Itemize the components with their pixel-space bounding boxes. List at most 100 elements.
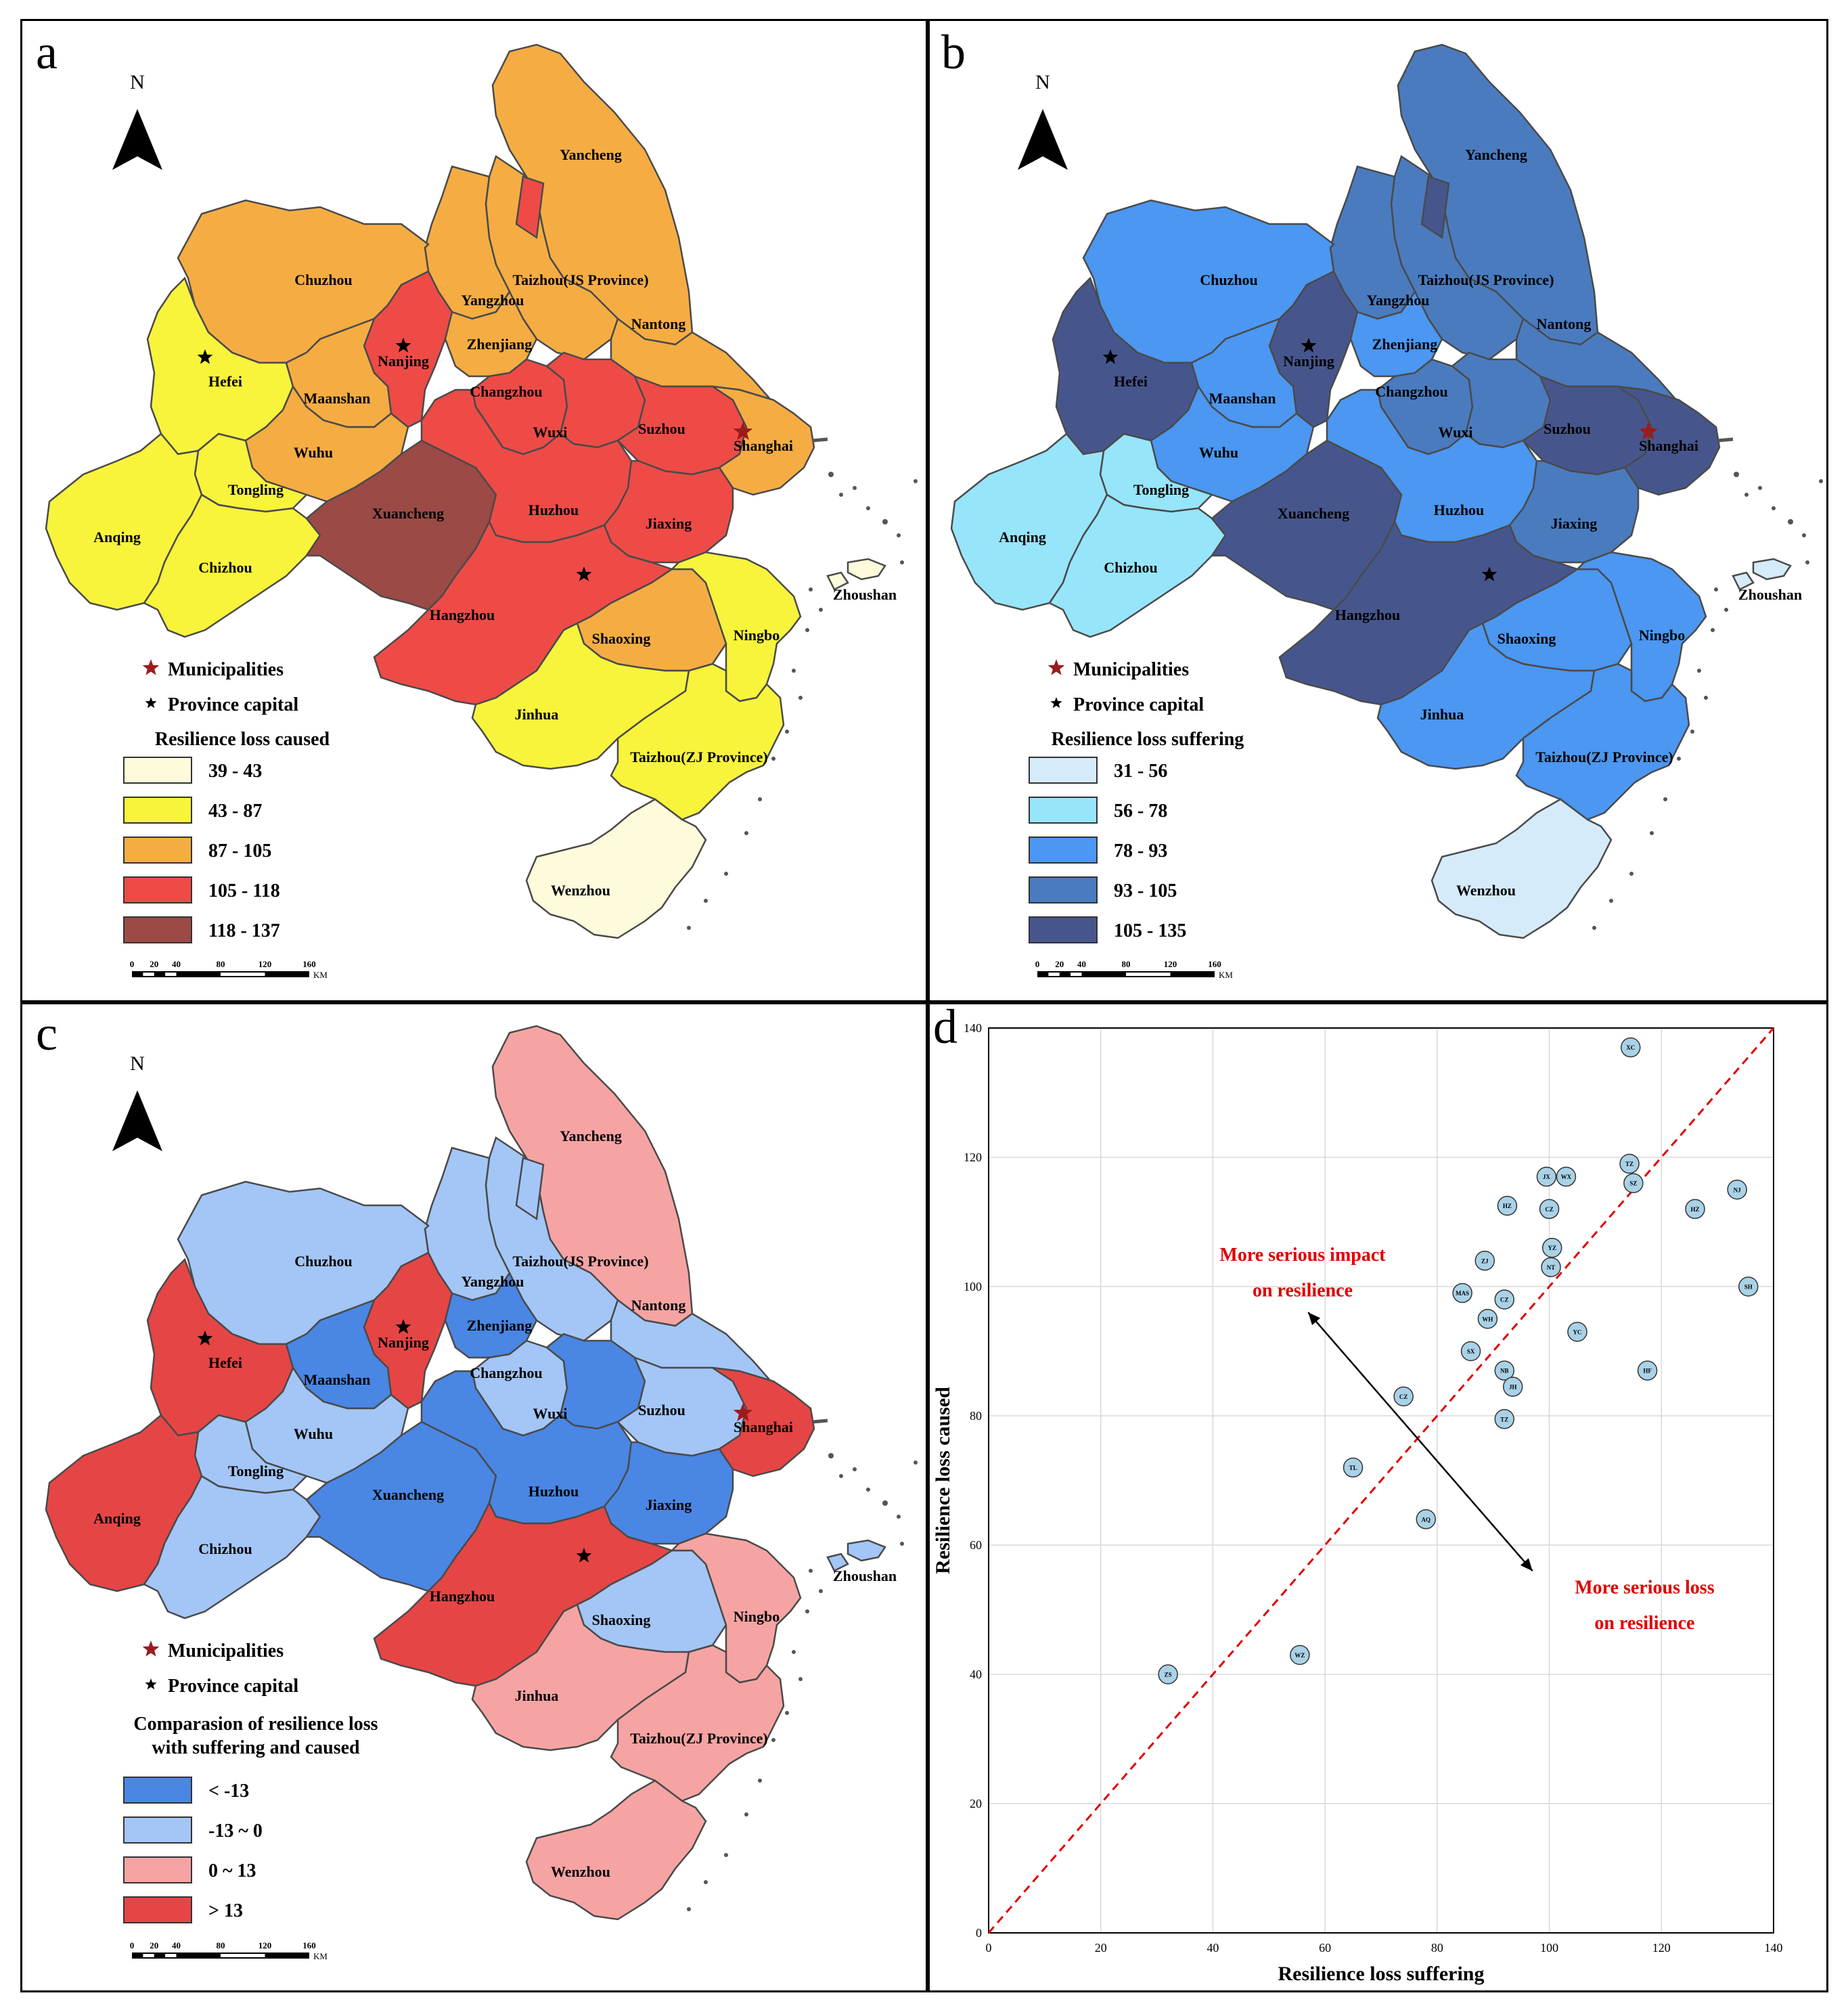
scatter-point: HZ: [1685, 1199, 1705, 1220]
annotation-loss-line1: More serious loss: [1575, 1578, 1714, 1599]
coastal-islands: [1592, 472, 1823, 930]
region-label: Jinhua: [515, 1687, 559, 1704]
scale-bar-tick: 40: [172, 959, 181, 969]
scatter-point-label: XC: [1626, 1044, 1635, 1051]
scatter-point-label: CZ: [1545, 1206, 1554, 1213]
x-tick-label: 20: [1095, 1941, 1107, 1955]
legend-class-label: -13 ~ 0: [208, 1821, 263, 1842]
region-label: Shanghai: [734, 437, 793, 454]
y-tick-label: 40: [970, 1668, 982, 1681]
legend-class-label: < -13: [208, 1781, 249, 1802]
legend-municipalities: Municipalities: [168, 1641, 284, 1661]
region-label: Suzhou: [1543, 420, 1591, 437]
scale-bar-tick: 80: [1122, 959, 1131, 969]
scatter-point-label: AQ: [1422, 1516, 1431, 1523]
region-zhoushan: [1732, 558, 1792, 591]
scatter-point-label: YC: [1573, 1329, 1582, 1335]
scatter-point: WH: [1477, 1309, 1498, 1329]
scatter-point-marker: [1637, 1360, 1658, 1381]
region-label: Shanghai: [1639, 437, 1698, 454]
x-tick-label: 100: [1540, 1941, 1558, 1955]
x-tick-label: 140: [1765, 1941, 1783, 1955]
north-label: N: [1035, 71, 1050, 93]
scatter-point-marker: [1541, 1257, 1561, 1278]
scatter-point-label: SZ: [1629, 1180, 1637, 1187]
scatter-point-marker: [1623, 1173, 1644, 1193]
scale-bar-tick: 20: [1055, 959, 1064, 969]
scatter-point-marker: [1494, 1409, 1515, 1429]
region-taizhoustrip: [515, 1157, 545, 1221]
map-svg-c: Yancheng Taizhou(JS Province) Yangzhou Chuz…: [36, 1006, 918, 1961]
scatter-point-marker: [1290, 1645, 1310, 1666]
arrow-head: [1308, 1312, 1321, 1326]
scatter-point-label: NT: [1547, 1264, 1556, 1271]
scatter-point-label: TL: [1349, 1465, 1357, 1471]
region-label: Chuzhou: [1200, 271, 1258, 288]
region-label: Chuzhou: [294, 271, 353, 288]
panel-c: Yancheng Taizhou(JS Province) Yangzhou Chuz…: [22, 1002, 926, 1988]
province-capital-star: [1102, 349, 1119, 364]
scale-bar-tick: 40: [1077, 959, 1086, 969]
scatter-point-label: SH: [1744, 1284, 1753, 1291]
legend-swatch: [123, 1816, 192, 1844]
chart-ticks: 0 20 40 60 80 100 120 140 0 20 40 60 80 100 120 140: [964, 1021, 1783, 1955]
legend-class-label: 93 - 105: [1114, 880, 1177, 901]
region-label: Taizhou(ZJ Province): [630, 1730, 768, 1747]
scale-bar-tick: 0: [130, 1940, 135, 1950]
region-label: Nanjing: [378, 1334, 429, 1351]
legend-municipality-icon: [1047, 659, 1065, 675]
region-ningbo: [669, 551, 802, 702]
region-label: Suzhou: [638, 420, 685, 437]
scale-bar-unit: KM: [313, 970, 328, 980]
region-label: Huzhou: [528, 501, 579, 518]
region-label: Maanshan: [303, 390, 370, 407]
province-capital-star: [395, 1319, 411, 1334]
scatter-point-marker: [1393, 1386, 1414, 1407]
scale-bar-tick: 20: [150, 959, 158, 969]
legend-swatch: [123, 836, 192, 864]
region-label: Wuxi: [1439, 424, 1473, 441]
region-label: Wuhu: [294, 444, 333, 461]
panel-d: d 0 20 40 60 80 100 120 140 0 20 40 60 80 100 120 140 X…: [928, 1000, 1824, 1988]
scale-bar-tick: 160: [302, 1940, 316, 1950]
scatter-point-marker: [1343, 1457, 1364, 1478]
region-label: Hangzhou: [1335, 606, 1401, 623]
region-label: Tongling: [1133, 481, 1189, 498]
scatter-point-label: ZJ: [1481, 1257, 1489, 1264]
scatter-point-label: JX: [1543, 1174, 1551, 1180]
region-label: Hangzhou: [430, 1588, 495, 1605]
region-label: Hefei: [208, 1354, 242, 1371]
x-tick-label: 80: [1431, 1941, 1443, 1955]
north-label: N: [130, 1052, 145, 1075]
scatter-point: XC: [1620, 1037, 1641, 1058]
legend-swatch: [123, 757, 192, 784]
scatter-point-marker: [1556, 1166, 1577, 1187]
panel-frame-d: [926, 1000, 1828, 1992]
region-label: Shaoxing: [592, 630, 651, 647]
region-label: Maanshan: [303, 1371, 370, 1388]
scatter-point: ZJ: [1474, 1251, 1495, 1271]
y-tick-label: 20: [970, 1797, 982, 1810]
shanghai-coast-line: [1717, 437, 1734, 443]
region-taizhou-zj-province-: [610, 1644, 785, 1802]
legend-title-2: with suffering and caused: [152, 1737, 360, 1758]
region-chizhou: [143, 493, 321, 638]
scale-bar-tick: 160: [1208, 959, 1221, 969]
panel-frame-c: [20, 1000, 930, 1992]
scatter-point: SX: [1460, 1341, 1481, 1362]
scale-bar-tick: 40: [172, 1940, 181, 1950]
region-label: Chizhou: [198, 559, 252, 576]
scatter-chart: d 0 20 40 60 80 100 120 140 0 20 40 60 80 100 120 140 X…: [932, 1000, 1783, 1985]
region-label: Wenzhou: [1456, 882, 1516, 899]
scatter-point: AQ: [1416, 1509, 1437, 1530]
region-label: Jinhua: [1420, 706, 1464, 723]
map-svg-a: Yancheng Taizhou(JS Province) Yangzhou Chuz…: [36, 25, 918, 980]
scatter-point-marker: [1494, 1289, 1515, 1310]
region-labels: Yancheng Taizhou(JS Province) Yangzhou Chuz…: [93, 1128, 897, 1880]
scatter-point: NT: [1541, 1257, 1561, 1278]
double-arrow: [1307, 1312, 1533, 1572]
municipality-star: [733, 422, 753, 441]
region-label: Ningbo: [734, 1608, 780, 1625]
